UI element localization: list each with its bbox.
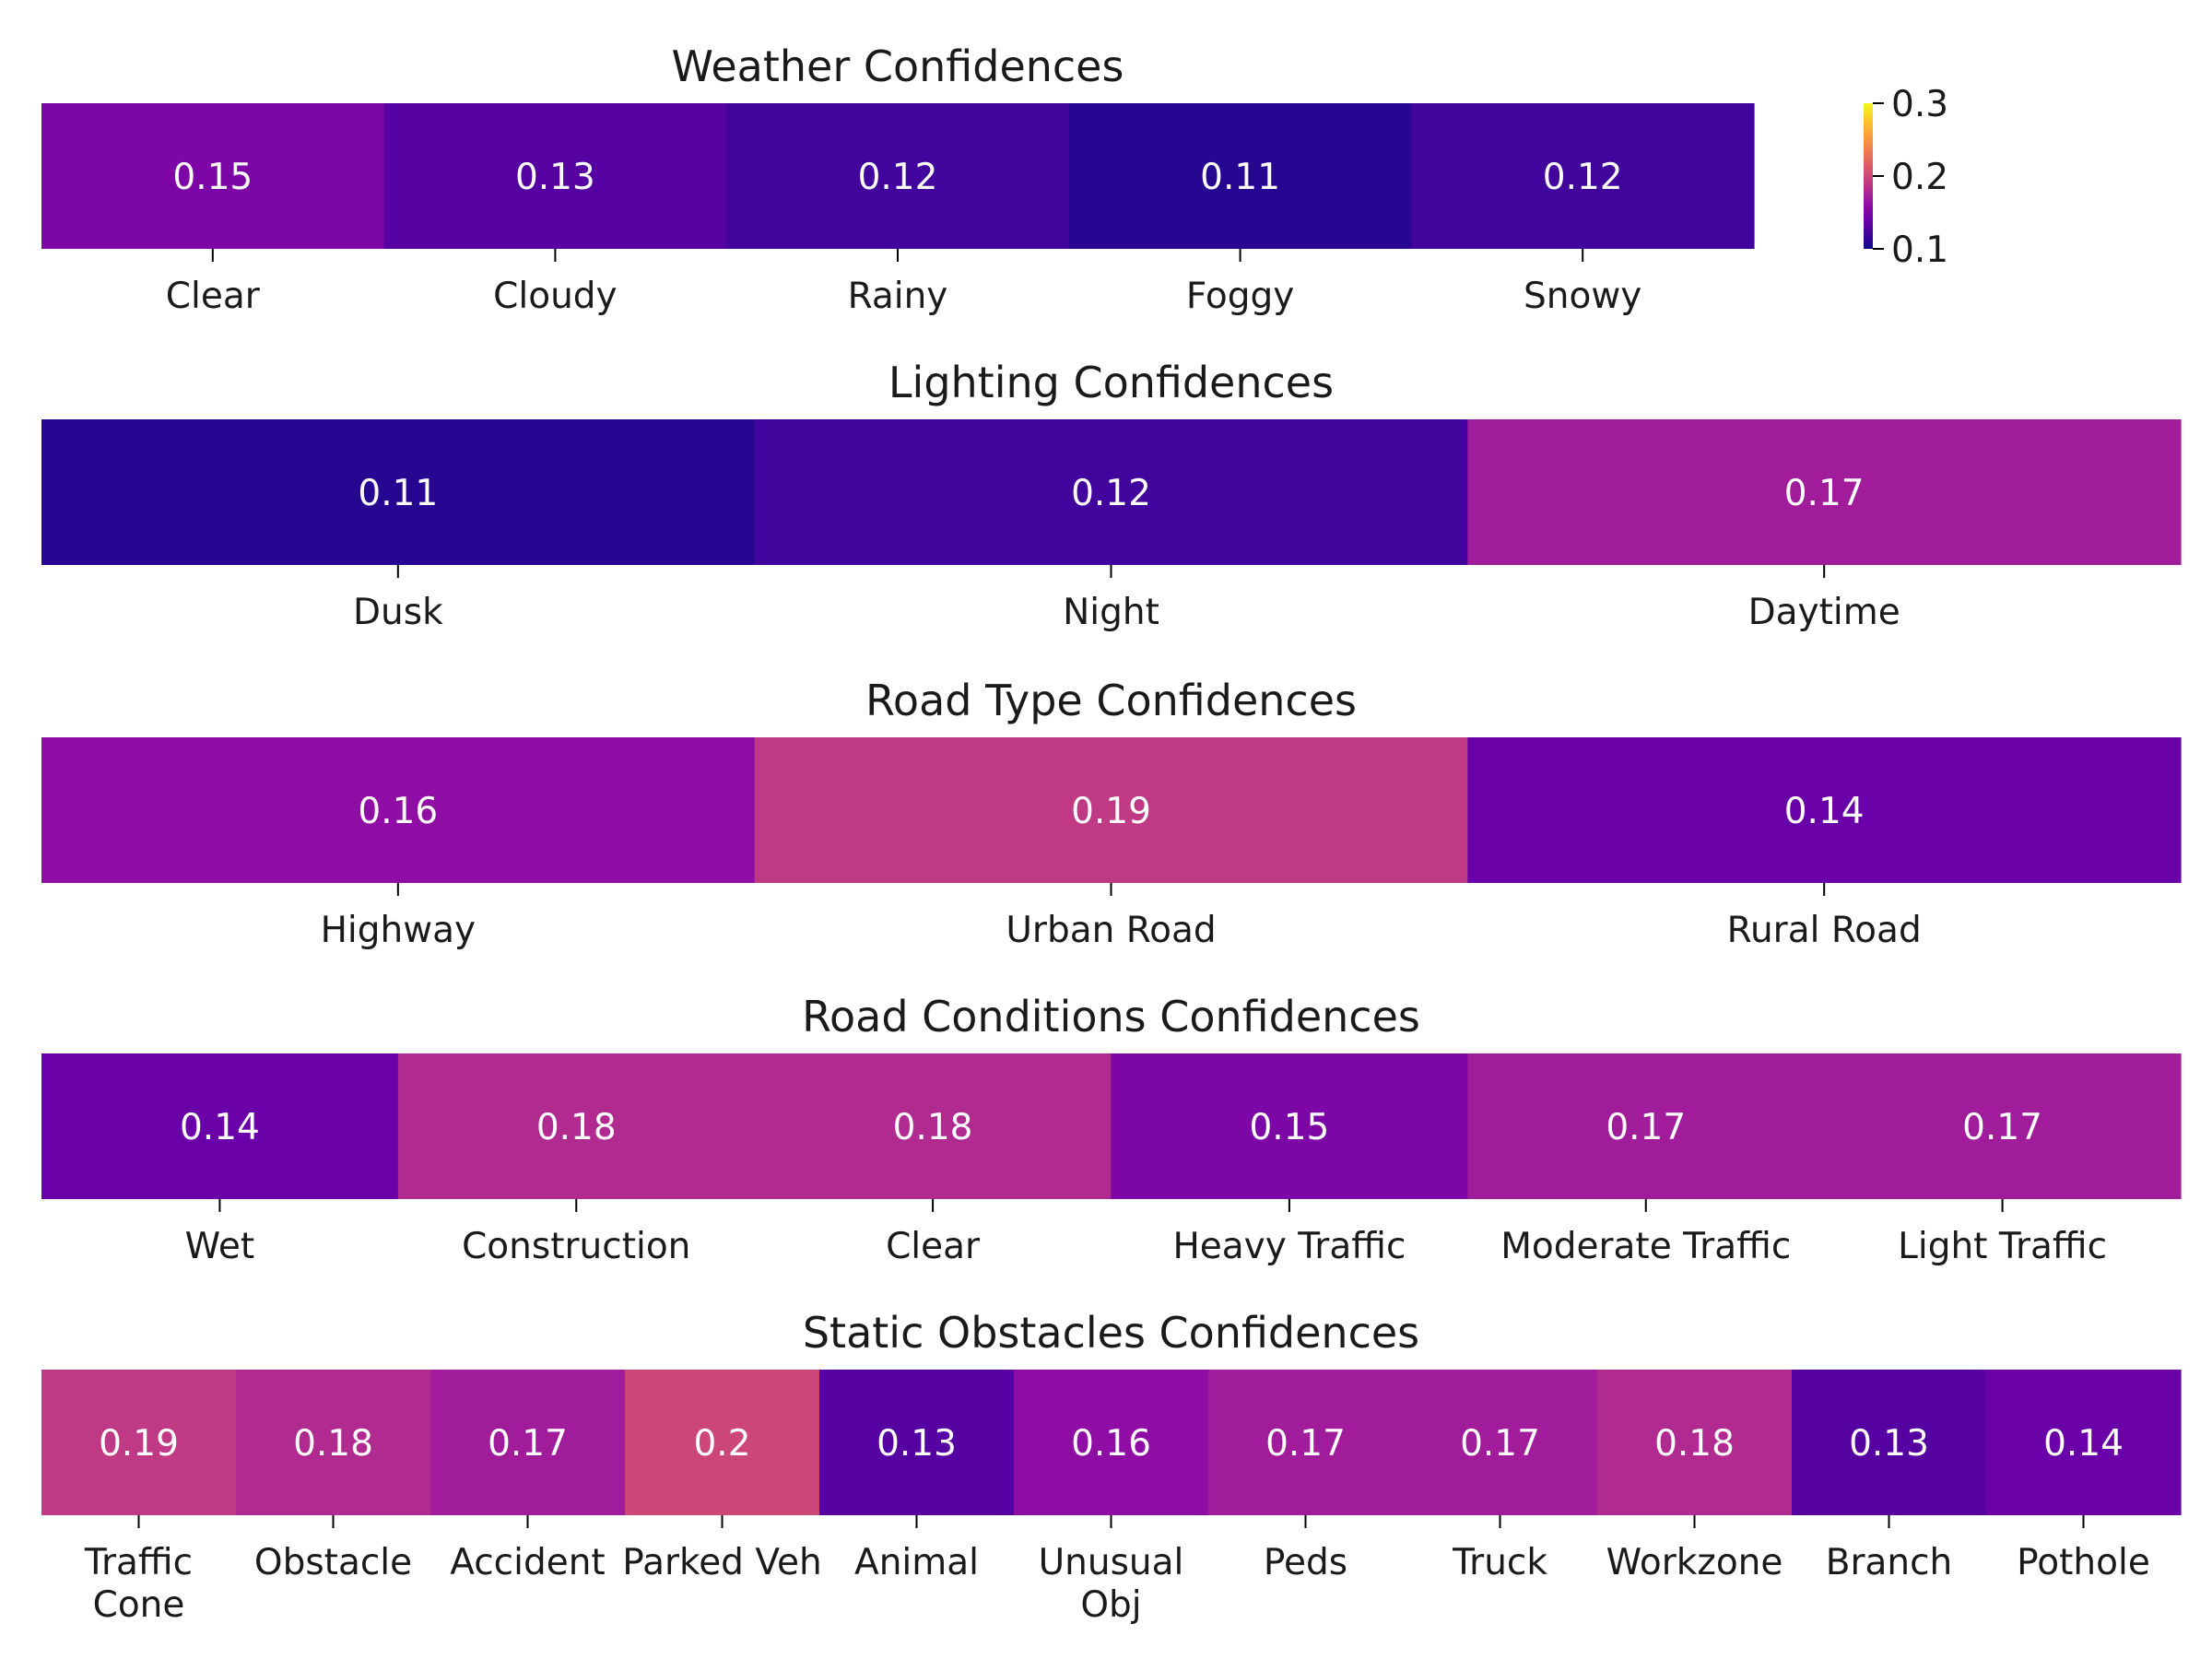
cell-value-label: 0.18 xyxy=(293,1423,373,1465)
cell-value-label: 0.11 xyxy=(358,473,438,514)
x-tick-label: Parked Veh xyxy=(622,1542,821,1583)
x-tick-label: Clear xyxy=(166,276,261,317)
panel-title: Weather Confidences xyxy=(672,41,1124,91)
x-tick-label: Heavy Traffic xyxy=(1172,1226,1406,1267)
heatmap-cell xyxy=(1411,103,1755,249)
x-tick-label: Snowy xyxy=(1524,276,1641,317)
cell-value-label: 0.17 xyxy=(1460,1423,1540,1465)
heatmap-cell xyxy=(430,1370,626,1515)
heatmap-cell xyxy=(41,419,756,565)
heatmap-cell xyxy=(1467,419,2182,565)
cell-value-label: 0.17 xyxy=(488,1423,568,1465)
cell-value-label: 0.17 xyxy=(1265,1423,1346,1465)
cell-value-label: 0.17 xyxy=(1962,1107,2042,1148)
x-tick-label: Rainy xyxy=(848,276,948,317)
cell-value-label: 0.13 xyxy=(1849,1423,1929,1465)
cell-value-label: 0.16 xyxy=(358,791,438,832)
heatmap-cell xyxy=(1208,1370,1404,1515)
x-tick-label: Moderate Traffic xyxy=(1500,1226,1791,1267)
heatmap-cell xyxy=(1111,1053,1468,1199)
cell-value-label: 0.11 xyxy=(1200,157,1280,198)
heatmap-cell xyxy=(1403,1370,1598,1515)
heatmap-cell xyxy=(754,419,1468,565)
heatmap-cell xyxy=(41,737,756,883)
x-tick-label: Pothole xyxy=(2017,1542,2150,1583)
x-tick-label: Light Traffic xyxy=(1898,1226,2107,1267)
cell-value-label: 0.18 xyxy=(893,1107,973,1148)
x-tick-label: Night xyxy=(1063,592,1159,633)
cell-value-label: 0.17 xyxy=(1606,1107,1686,1148)
x-tick-label: Daytime xyxy=(1748,592,1900,633)
x-tick-label: Animal xyxy=(854,1542,979,1583)
heatmap-cell xyxy=(754,737,1468,883)
heatmap-cell xyxy=(397,1053,756,1199)
heatmap-cell xyxy=(41,1053,399,1199)
heatmap-cell xyxy=(1014,1370,1209,1515)
heatmap-cell xyxy=(1824,1053,2182,1199)
panel-title: Road Type Confidences xyxy=(865,676,1357,725)
heatmap-cell xyxy=(1068,103,1412,249)
x-tick-label: Peds xyxy=(1264,1542,1347,1583)
cell-value-label: 0.2 xyxy=(693,1423,750,1465)
x-tick-label: Branch xyxy=(1826,1542,1953,1583)
x-tick-label: Construction xyxy=(462,1226,690,1267)
x-tick-label: Highway xyxy=(321,910,477,951)
colorbar-tick-label: 0.1 xyxy=(1891,229,1948,271)
panel-title: Road Conditions Confidences xyxy=(802,992,1420,1041)
x-tick-label: Urban Road xyxy=(1006,910,1216,951)
x-tick-label: Dusk xyxy=(353,592,443,633)
cell-value-label: 0.14 xyxy=(1784,791,1865,832)
x-tick-label: Rural Road xyxy=(1727,910,1922,951)
cell-value-label: 0.16 xyxy=(1071,1423,1151,1465)
heatmap-cell xyxy=(1986,1370,2182,1515)
x-tick-label: Accident xyxy=(450,1542,605,1583)
heatmap-cell xyxy=(819,1370,1015,1515)
heatmap-cell xyxy=(754,1053,1112,1199)
cell-value-label: 0.19 xyxy=(99,1423,179,1465)
x-tick-label: Unusual Obj xyxy=(1039,1542,1184,1626)
cell-value-label: 0.17 xyxy=(1784,473,1865,514)
heatmap-cell xyxy=(1467,737,2182,883)
cell-value-label: 0.18 xyxy=(1654,1423,1735,1465)
cell-value-label: 0.13 xyxy=(877,1423,957,1465)
cell-value-label: 0.13 xyxy=(515,157,595,198)
panel-title: Lighting Confidences xyxy=(888,358,1334,407)
cell-value-label: 0.19 xyxy=(1071,791,1151,832)
x-tick-label: Obstacle xyxy=(254,1542,412,1583)
heatmap-cell xyxy=(1792,1370,1987,1515)
heatmap-cell xyxy=(1597,1370,1793,1515)
cell-value-label: 0.15 xyxy=(1249,1107,1329,1148)
heatmap-cell xyxy=(383,103,727,249)
cell-value-label: 0.12 xyxy=(1543,157,1623,198)
cell-value-label: 0.14 xyxy=(180,1107,260,1148)
x-tick-label: Foggy xyxy=(1186,276,1295,317)
heatmap-cell xyxy=(1467,1053,1825,1199)
cell-value-label: 0.12 xyxy=(1071,473,1151,514)
heatmap-cell xyxy=(236,1370,431,1515)
colorbar-tick-label: 0.3 xyxy=(1891,84,1948,125)
colorbar xyxy=(1864,103,1873,249)
x-tick-label: Traffic Cone xyxy=(84,1542,193,1626)
heatmap-cell xyxy=(726,103,1070,249)
x-tick-label: Clear xyxy=(886,1226,981,1267)
cell-value-label: 0.14 xyxy=(2043,1423,2124,1465)
x-tick-label: Truck xyxy=(1452,1542,1547,1583)
panel-title: Static Obstacles Confidences xyxy=(803,1308,1419,1358)
cell-value-label: 0.15 xyxy=(172,157,253,198)
x-tick-label: Wet xyxy=(185,1226,255,1267)
cell-value-label: 0.12 xyxy=(858,157,938,198)
x-tick-label: Cloudy xyxy=(493,276,617,317)
cell-value-label: 0.18 xyxy=(536,1107,617,1148)
heatmap-cell xyxy=(625,1370,820,1515)
x-tick-label: Workzone xyxy=(1606,1542,1783,1583)
heatmap-cell xyxy=(41,103,385,249)
heatmap-cell xyxy=(41,1370,237,1515)
colorbar-tick-label: 0.2 xyxy=(1891,157,1948,198)
